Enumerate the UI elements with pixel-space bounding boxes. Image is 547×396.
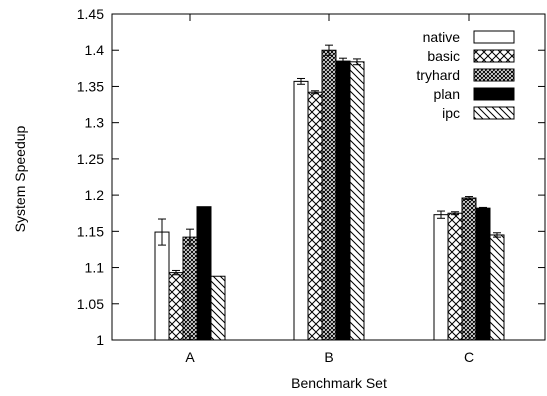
y-axis-label: System Speedup bbox=[12, 125, 28, 232]
legend-label-basic: basic bbox=[427, 48, 460, 64]
bar-ipc-A bbox=[210, 275, 226, 341]
legend-label-plan: plan bbox=[434, 86, 460, 102]
y-tick-label: 1.2 bbox=[85, 187, 105, 203]
y-tick-label: 1 bbox=[96, 332, 104, 348]
error-bars bbox=[158, 44, 501, 276]
y-tick-label: 1.25 bbox=[77, 151, 104, 167]
legend-swatch-tryhard bbox=[473, 68, 515, 82]
bar-ipc-C bbox=[489, 234, 505, 341]
bars bbox=[154, 49, 505, 341]
bar-plan-A bbox=[196, 206, 212, 341]
bar-tryhard-A bbox=[182, 236, 198, 341]
bar-native-A bbox=[154, 231, 170, 341]
y-tick-label: 1.05 bbox=[77, 296, 104, 312]
bar-basic-C bbox=[447, 212, 463, 341]
bar-tryhard-B bbox=[321, 49, 337, 341]
x-tick-label: B bbox=[324, 349, 333, 365]
x-axis-label: Benchmark Set bbox=[291, 375, 387, 391]
legend-label-native: native bbox=[423, 29, 461, 45]
bar-plan-B bbox=[335, 60, 351, 341]
y-tick-label: 1.15 bbox=[77, 223, 104, 239]
y-tick-label: 1.4 bbox=[85, 42, 105, 58]
x-tick-label: C bbox=[464, 349, 474, 365]
legend-label-ipc: ipc bbox=[442, 105, 460, 121]
y-axis: 1 1.05 1.1 1.15 1.2 1.25 1.3 1.35 1.4 1.45 bbox=[77, 6, 545, 348]
legend-swatch-basic bbox=[473, 49, 515, 63]
bar-native-B bbox=[293, 80, 309, 341]
bar-ipc-B bbox=[349, 61, 365, 341]
bar-native-C bbox=[433, 214, 449, 341]
legend-label-tryhard: tryhard bbox=[416, 67, 460, 83]
y-tick-label: 1.3 bbox=[85, 115, 105, 131]
x-tick-label: A bbox=[185, 349, 195, 365]
bar-tryhard-C bbox=[461, 197, 477, 341]
legend-swatch-plan bbox=[473, 87, 515, 101]
legend-swatch-ipc bbox=[473, 106, 515, 120]
legend: native basic tryhard plan ipc bbox=[416, 29, 515, 121]
bar-plan-C bbox=[475, 207, 491, 341]
y-tick-label: 1.45 bbox=[77, 6, 104, 22]
y-tick-label: 1.1 bbox=[85, 260, 105, 276]
y-tick-label: 1.35 bbox=[77, 78, 104, 94]
bar-basic-B bbox=[307, 91, 323, 341]
bar-basic-A bbox=[168, 272, 184, 341]
legend-swatch-native bbox=[473, 30, 515, 44]
